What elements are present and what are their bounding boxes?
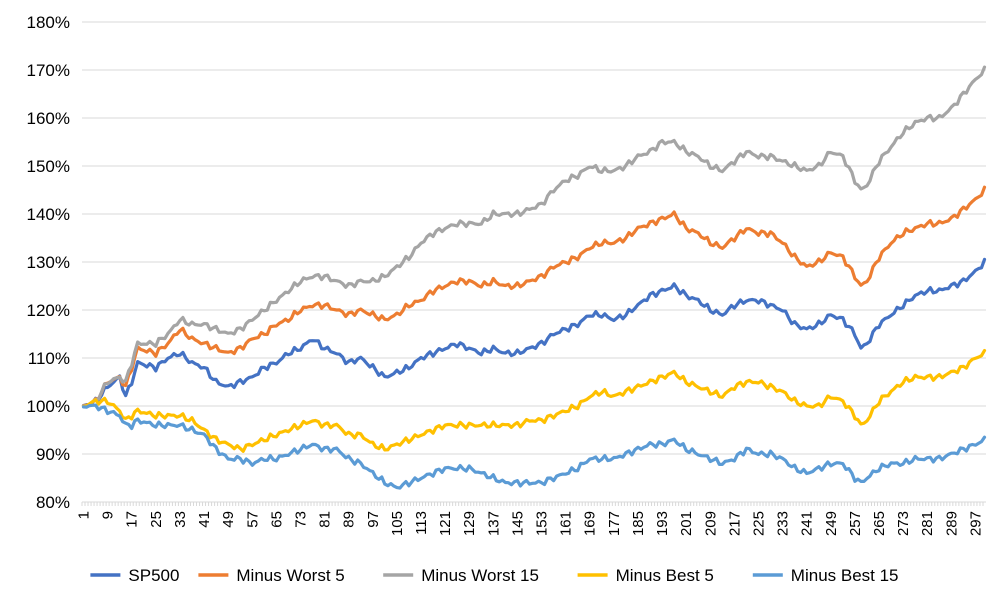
x-tick-label: 289 xyxy=(943,511,960,536)
x-axis: 1 9 17 25 33 41 49 57 65 73 81 89 97 105 113 121 129 137 1… xyxy=(76,501,986,536)
series-line-5 xyxy=(81,403,987,490)
legend: SP500 Minus Worst 5 Minus Worst 15 Minus Be… xyxy=(90,566,899,585)
y-tick-label: 170% xyxy=(27,61,70,80)
series-line-3 xyxy=(81,65,987,408)
x-tick-label: 225 xyxy=(750,511,767,536)
x-tick-label: 209 xyxy=(702,511,719,536)
legend-entry-label: Minus Worst 5 xyxy=(236,566,344,585)
x-tick-label: 201 xyxy=(678,511,695,536)
x-tick-label: 257 xyxy=(847,511,864,536)
x-tick-label: 17 xyxy=(124,511,141,528)
y-tick-label: 100% xyxy=(27,397,70,416)
x-tick-label: 177 xyxy=(606,511,623,536)
x-tick-label: 25 xyxy=(148,511,165,528)
y-tick-label: 160% xyxy=(27,109,70,128)
x-tick-label: 169 xyxy=(582,511,599,536)
x-tick-label: 73 xyxy=(292,511,309,528)
x-tick-label: 217 xyxy=(726,511,743,536)
x-tick-label: 185 xyxy=(630,511,647,536)
x-tick-label: 9 xyxy=(100,511,117,519)
y-tick-label: 90% xyxy=(36,445,70,464)
x-tick-label: 297 xyxy=(967,511,984,536)
y-axis-tick-labels: 80% 90% 100% 110% 120% 130% 140% 150% 160% 170% 18… xyxy=(27,13,70,512)
y-tick-label: 130% xyxy=(27,253,70,272)
y-tick-label: 150% xyxy=(27,157,70,176)
x-tick-label: 233 xyxy=(775,511,792,536)
x-tick-label: 65 xyxy=(268,511,285,528)
legend-entry-label: SP500 xyxy=(128,566,179,585)
x-tick-label: 137 xyxy=(485,511,502,536)
x-tick-label: 193 xyxy=(654,511,671,536)
x-tick-label: 249 xyxy=(823,511,840,536)
x-tick-label: 121 xyxy=(437,511,454,536)
y-tick-label: 80% xyxy=(36,493,70,512)
x-tick-label: 81 xyxy=(317,511,334,528)
x-tick-label: 113 xyxy=(413,511,430,535)
x-tick-label: 41 xyxy=(196,511,213,528)
x-tick-label: 1 xyxy=(76,511,93,519)
x-tick-label: 145 xyxy=(509,511,526,536)
legend-entry-label: Minus Best 15 xyxy=(791,566,899,585)
series-line-2 xyxy=(81,185,987,408)
gridlines xyxy=(82,21,986,455)
y-tick-label: 120% xyxy=(27,301,70,320)
x-tick-label: 241 xyxy=(799,511,816,536)
x-tick-label: 153 xyxy=(534,511,551,536)
legend-entry-label: Minus Best 5 xyxy=(616,566,714,585)
x-tick-label: 161 xyxy=(558,511,575,536)
legend-entry-label: Minus Worst 15 xyxy=(421,566,539,585)
x-tick-label: 33 xyxy=(172,511,189,528)
x-tick-label: 129 xyxy=(461,511,478,536)
y-tick-label: 140% xyxy=(27,205,70,224)
x-tick-label: 281 xyxy=(919,511,936,536)
x-tick-label: 57 xyxy=(244,511,261,528)
x-tick-label: 89 xyxy=(341,511,358,528)
y-tick-label: 180% xyxy=(27,13,70,32)
series-line-1 xyxy=(81,257,987,408)
x-tick-label: 97 xyxy=(365,511,382,528)
x-tick-label: 105 xyxy=(389,511,406,536)
y-tick-label: 110% xyxy=(28,349,70,368)
x-tick-label: 273 xyxy=(895,511,912,536)
series-line-4 xyxy=(81,348,987,453)
x-tick-label: 265 xyxy=(871,511,888,536)
series-lines xyxy=(81,65,987,490)
x-tick-label: 49 xyxy=(220,511,237,528)
